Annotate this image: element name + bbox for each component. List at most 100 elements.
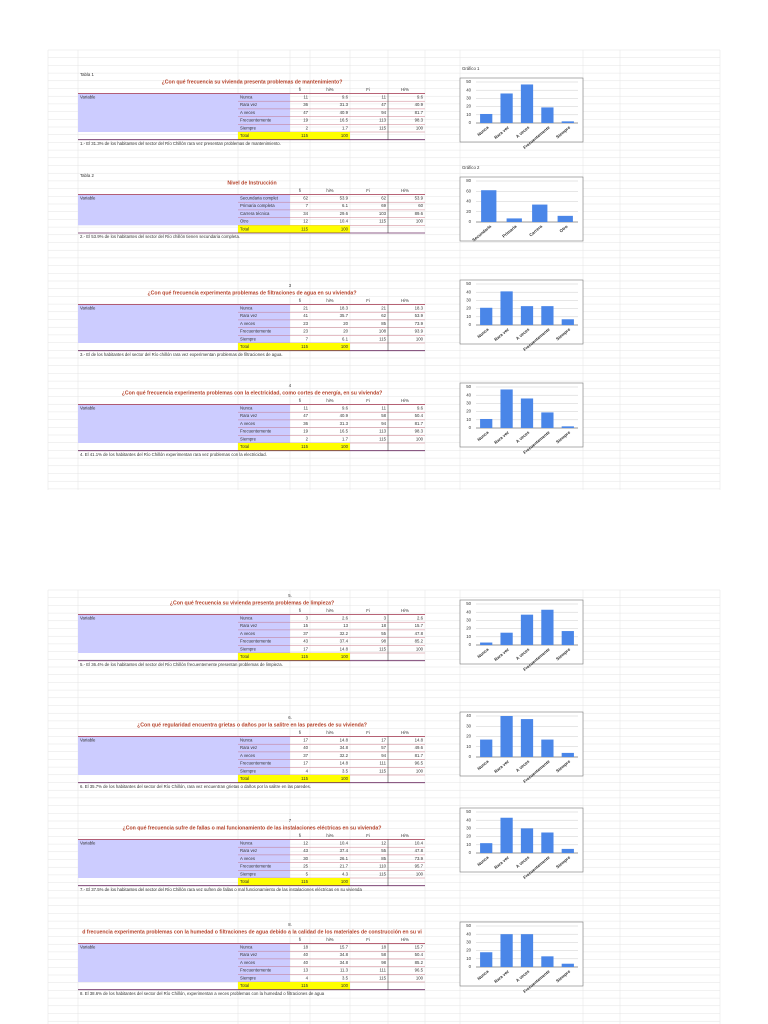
total-label: Total: [240, 983, 249, 988]
bar: [561, 121, 574, 123]
total-value: 115: [301, 226, 308, 231]
cell-value: 96.5: [415, 968, 424, 973]
cell-value: 47.8: [415, 848, 424, 853]
bar: [480, 642, 493, 645]
bar: [541, 609, 554, 645]
column-header: Hi%: [401, 730, 409, 735]
chart-label: Gráfico 1: [462, 66, 480, 71]
category: A veces: [240, 631, 255, 636]
column-header: hi%: [326, 730, 333, 735]
cell-value: 93.9: [415, 329, 424, 334]
cell-value: 30: [303, 856, 308, 861]
category: Rara vez: [240, 848, 257, 853]
cell-value: 115: [379, 336, 386, 341]
table-label: Tabla 2: [80, 173, 94, 178]
y-tick-label: 0: [469, 642, 472, 647]
category: Nunca: [240, 305, 253, 310]
cell-value: 96.5: [415, 761, 424, 766]
cell-value: 20: [343, 321, 348, 326]
column-header: fi: [299, 608, 301, 613]
category: A veces: [240, 960, 255, 965]
variable-label: Variable: [80, 737, 96, 742]
chart-label: Gráfico 2: [462, 165, 480, 170]
cell-value: 50.4: [415, 952, 424, 957]
cell-value: 34.8: [340, 952, 349, 957]
total-label-cell: [238, 343, 290, 351]
variable-cell: [78, 93, 290, 132]
cell-value: 19: [303, 429, 308, 434]
column-header: hi%: [326, 87, 333, 92]
y-tick-label: 30: [466, 298, 471, 303]
cell-value: 115: [379, 436, 386, 441]
category: Otro: [240, 219, 249, 224]
cell-value: 6.1: [342, 203, 349, 208]
cell-value: 7: [306, 336, 309, 341]
cell-value: 9.6: [342, 94, 349, 99]
total-value: 100: [341, 344, 349, 349]
cell-value: 43: [303, 639, 308, 644]
y-tick-label: 10: [466, 314, 471, 319]
cell-value: 10.4: [340, 840, 349, 845]
cell-value: 4: [306, 975, 309, 980]
cell-value: 26.1: [340, 856, 349, 861]
cell-value: 36: [303, 102, 308, 107]
conclusion: 3.- El de los habitantes del sector del …: [80, 352, 283, 357]
cell-value: 21: [303, 305, 308, 310]
cell-value: 73.9: [415, 856, 424, 861]
variable-label: Variable: [80, 195, 96, 200]
cell-value: 2: [306, 436, 309, 441]
bar: [557, 215, 573, 222]
category: Nunca: [240, 840, 253, 845]
table-title: Nivel de Instrucción: [227, 180, 276, 186]
y-tick-label: 10: [466, 417, 471, 422]
category: A veces: [240, 856, 255, 861]
column-header: Hi%: [401, 608, 409, 613]
bar: [520, 719, 534, 757]
table-title-clip: ¿Con qué regularidad encuentra grietas o…: [137, 722, 367, 728]
cell-value: 10.4: [415, 840, 424, 845]
cell-value: 21.7: [340, 864, 349, 869]
y-tick-label: 20: [466, 626, 471, 631]
column-header: hi%: [326, 937, 333, 942]
variable-label: Variable: [80, 944, 96, 949]
cell-value: 17: [303, 761, 308, 766]
y-tick-label: 50: [466, 809, 471, 814]
total-label: Total: [240, 133, 249, 138]
total-label-cell: [238, 132, 290, 140]
cell-value: 62: [303, 195, 308, 200]
cell-value: 15.7: [415, 623, 424, 628]
bar: [480, 843, 493, 853]
bar: [541, 412, 554, 428]
cell-value: 18.3: [340, 305, 349, 310]
cell-value: 69: [381, 203, 386, 208]
category: Rara vez: [240, 413, 257, 418]
category: Siempre: [240, 646, 257, 651]
cell-value: 15.7: [340, 944, 349, 949]
category: Siempre: [240, 871, 257, 876]
column-header: hi%: [326, 833, 333, 838]
category: Nunca: [240, 944, 253, 949]
cell-value: 5: [306, 871, 309, 876]
column-header: Fi: [366, 937, 370, 942]
total-value: 100: [341, 654, 349, 659]
cell-value: 15: [303, 623, 308, 628]
cell-value: 16.5: [340, 429, 349, 434]
table-label: 6.: [288, 715, 292, 720]
cell-value: 19: [303, 118, 308, 123]
bar: [541, 739, 554, 757]
cell-value: 100: [416, 336, 424, 341]
column-header: Hi%: [401, 188, 409, 193]
cell-value: 11: [304, 94, 309, 99]
category: Secundaria complet: [240, 195, 279, 200]
column-header: fi: [299, 730, 301, 735]
category: Rara vez: [240, 952, 257, 957]
table-title-clip: d frecuencia experimenta problemas con l…: [82, 929, 422, 935]
column-header: Fi: [366, 608, 370, 613]
cell-value: 58: [381, 413, 386, 418]
total-value: 115: [301, 879, 308, 884]
total-label-cell: [238, 982, 290, 990]
cell-value: 29.6: [340, 211, 349, 216]
bar: [561, 848, 574, 853]
total-label-cell: [238, 225, 290, 233]
x-tick-label: Otro: [558, 224, 568, 234]
